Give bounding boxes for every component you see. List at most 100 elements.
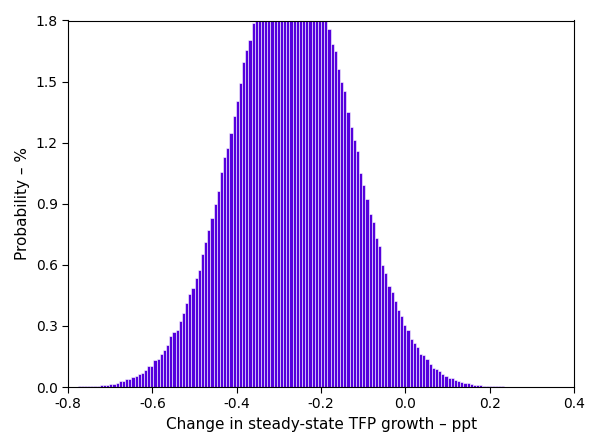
Bar bbox=[328, 29, 331, 387]
X-axis label: Change in steady-state TFP growth – ppt: Change in steady-state TFP growth – ppt bbox=[166, 417, 476, 432]
Bar bbox=[125, 379, 128, 387]
Bar bbox=[176, 330, 179, 387]
Bar bbox=[359, 173, 362, 387]
Bar bbox=[233, 116, 236, 387]
Bar bbox=[236, 101, 239, 387]
Bar bbox=[365, 199, 368, 387]
Bar bbox=[201, 254, 204, 387]
Bar bbox=[289, 0, 293, 387]
Bar bbox=[94, 386, 97, 387]
Bar bbox=[223, 157, 226, 387]
Bar bbox=[406, 329, 410, 387]
Bar bbox=[470, 384, 473, 387]
Bar bbox=[211, 218, 214, 387]
Bar bbox=[445, 376, 448, 387]
Bar bbox=[321, 6, 324, 387]
Bar bbox=[391, 292, 394, 387]
Bar bbox=[485, 385, 488, 387]
Bar bbox=[286, 0, 289, 387]
Bar bbox=[97, 385, 100, 387]
Bar bbox=[488, 386, 492, 387]
Bar bbox=[340, 82, 343, 387]
Bar bbox=[261, 0, 264, 387]
Bar bbox=[479, 385, 482, 387]
Bar bbox=[476, 385, 479, 387]
Bar bbox=[207, 230, 211, 387]
Bar bbox=[116, 383, 119, 387]
Bar bbox=[144, 371, 147, 387]
Bar bbox=[346, 112, 350, 387]
Bar bbox=[299, 0, 302, 387]
Bar bbox=[473, 385, 476, 387]
Y-axis label: Probability – %: Probability – % bbox=[15, 147, 30, 260]
Bar bbox=[457, 381, 460, 387]
Bar bbox=[467, 383, 470, 387]
Bar bbox=[381, 265, 385, 387]
Bar bbox=[371, 222, 375, 387]
Bar bbox=[394, 301, 397, 387]
Bar bbox=[242, 62, 245, 387]
Bar bbox=[356, 151, 359, 387]
Bar bbox=[220, 172, 223, 387]
Bar bbox=[451, 378, 454, 387]
Bar bbox=[448, 378, 451, 387]
Bar bbox=[334, 51, 337, 387]
Bar bbox=[495, 386, 498, 387]
Bar bbox=[416, 347, 419, 387]
Bar bbox=[106, 385, 109, 387]
Bar bbox=[157, 359, 160, 387]
Bar bbox=[151, 366, 154, 387]
Bar bbox=[438, 371, 441, 387]
Bar bbox=[362, 185, 365, 387]
Bar bbox=[410, 338, 413, 387]
Bar bbox=[103, 385, 106, 387]
Bar bbox=[432, 368, 435, 387]
Bar bbox=[198, 270, 201, 387]
Bar bbox=[264, 0, 268, 387]
Bar bbox=[413, 343, 416, 387]
Bar bbox=[251, 23, 254, 387]
Bar bbox=[141, 373, 144, 387]
Bar bbox=[454, 380, 457, 387]
Bar bbox=[350, 127, 353, 387]
Bar bbox=[353, 140, 356, 387]
Bar bbox=[188, 294, 191, 387]
Bar bbox=[331, 44, 334, 387]
Bar bbox=[154, 360, 157, 387]
Bar bbox=[172, 332, 176, 387]
Bar bbox=[428, 363, 432, 387]
Bar bbox=[191, 288, 194, 387]
Bar bbox=[214, 203, 217, 387]
Bar bbox=[375, 238, 378, 387]
Bar bbox=[308, 0, 311, 387]
Bar bbox=[248, 40, 251, 387]
Bar bbox=[268, 0, 271, 387]
Bar bbox=[229, 133, 233, 387]
Bar bbox=[137, 375, 141, 387]
Bar bbox=[112, 384, 116, 387]
Bar bbox=[194, 278, 198, 387]
Bar bbox=[343, 92, 346, 387]
Bar bbox=[128, 379, 131, 387]
Bar bbox=[397, 310, 400, 387]
Bar bbox=[280, 0, 283, 387]
Bar bbox=[388, 286, 391, 387]
Bar bbox=[318, 0, 321, 387]
Bar bbox=[245, 51, 248, 387]
Bar bbox=[425, 359, 428, 387]
Bar bbox=[441, 374, 445, 387]
Bar bbox=[460, 382, 463, 387]
Bar bbox=[337, 69, 340, 387]
Bar bbox=[204, 242, 207, 387]
Bar bbox=[185, 303, 188, 387]
Bar bbox=[403, 325, 406, 387]
Bar bbox=[274, 0, 277, 387]
Bar bbox=[324, 4, 328, 387]
Bar bbox=[147, 366, 151, 387]
Bar bbox=[258, 0, 261, 387]
Bar bbox=[217, 191, 220, 387]
Bar bbox=[311, 0, 315, 387]
Bar bbox=[169, 336, 172, 387]
Bar bbox=[160, 354, 163, 387]
Bar bbox=[492, 386, 495, 387]
